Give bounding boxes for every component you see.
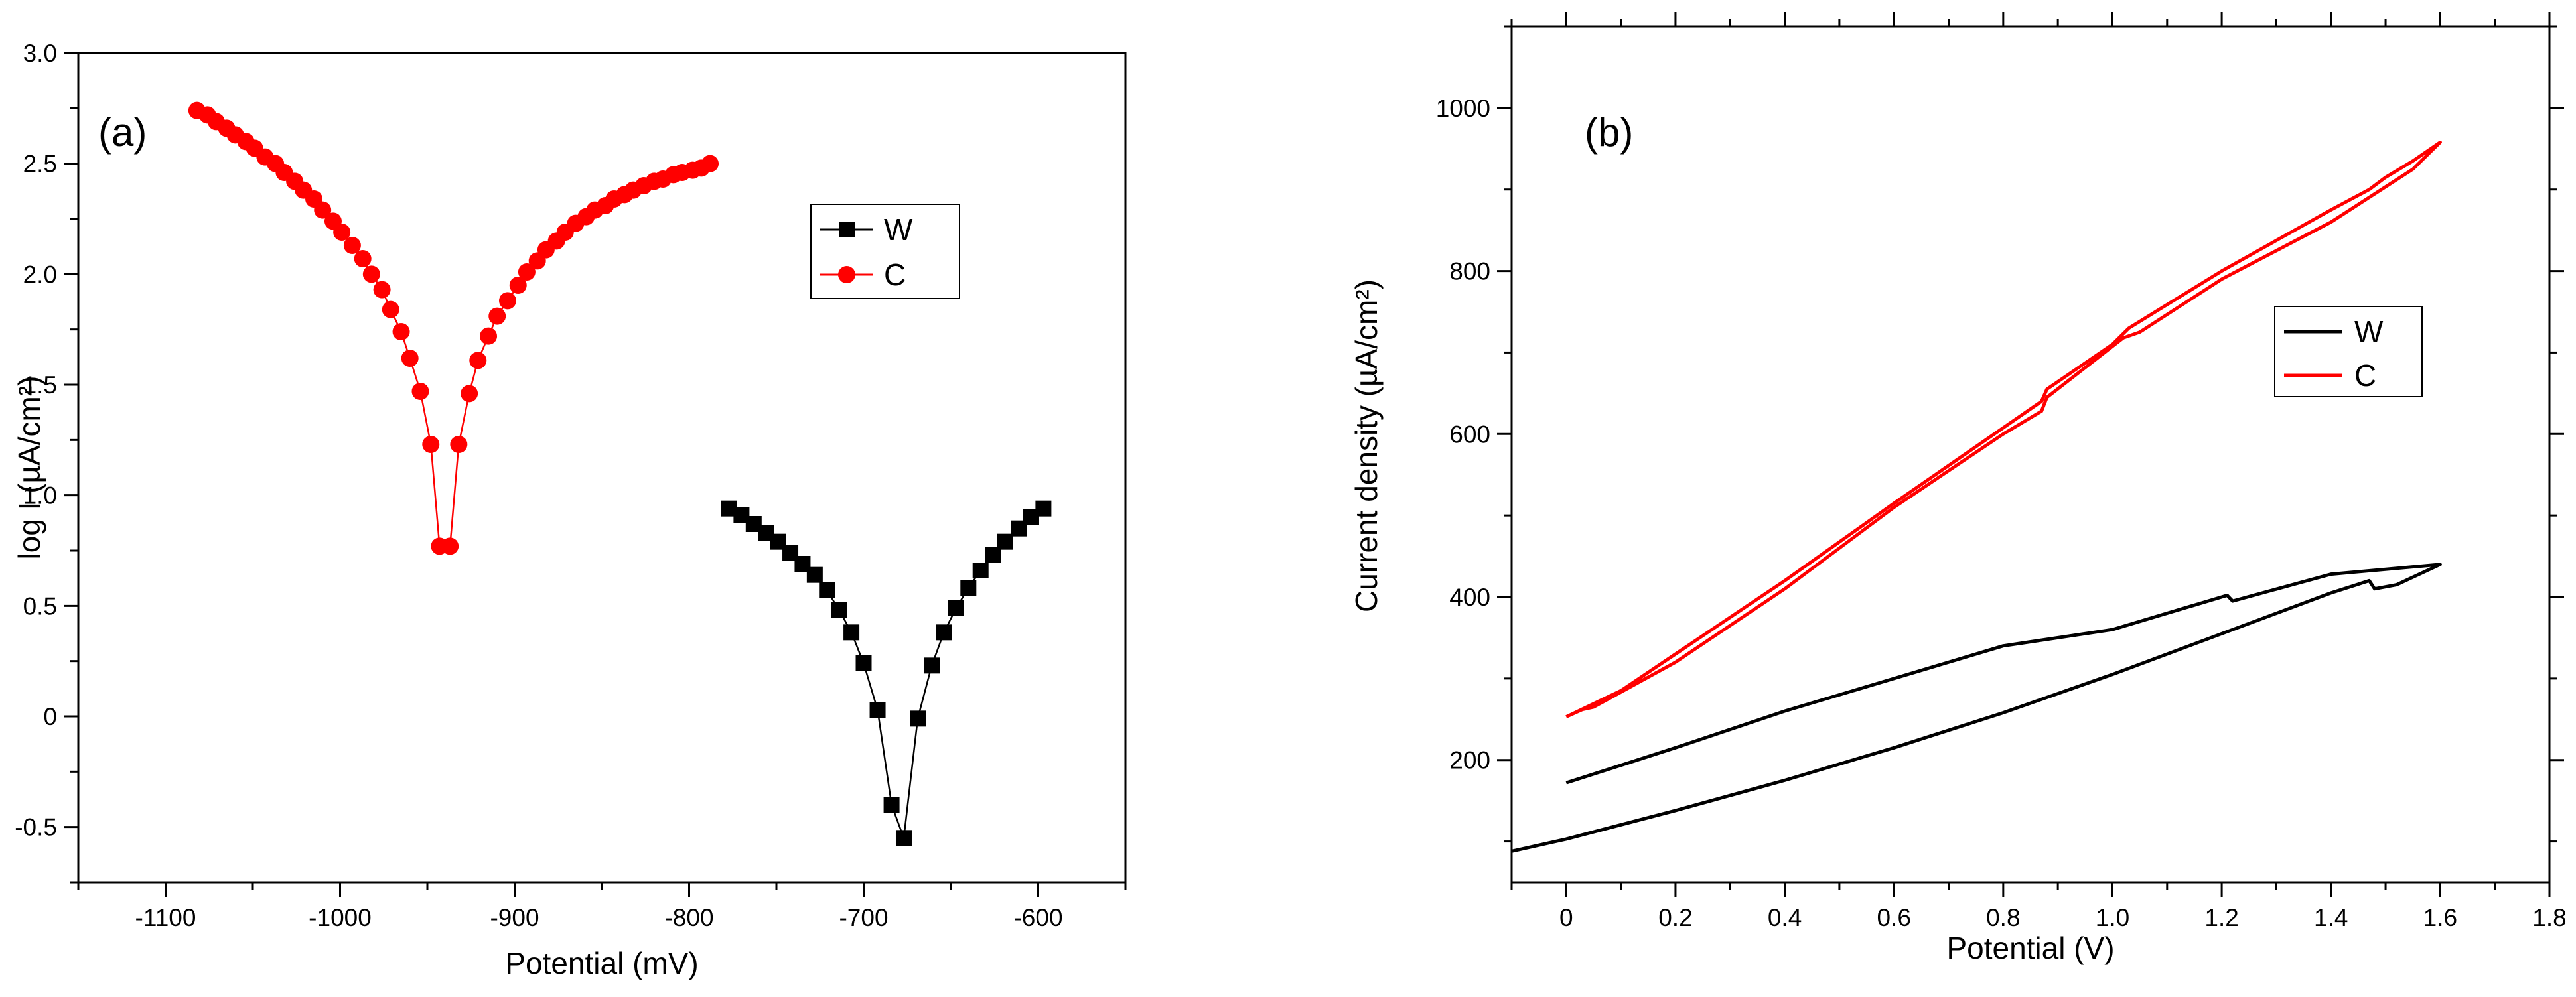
panel-a-x-tick-label: -700 (839, 904, 888, 931)
panel-a-point-w (831, 602, 847, 618)
panel-a-point-c (382, 300, 399, 318)
panel-a-point-w (855, 655, 872, 671)
panel-b-x-tick-label: 1.6 (2423, 904, 2457, 931)
panel-a-point-w (997, 533, 1013, 550)
panel-a-point-c (354, 250, 372, 267)
panel-a-point-w (895, 830, 912, 846)
panel-a-legend-marker-w (839, 222, 855, 237)
panel-b-x-tick-label: 0.8 (1986, 904, 2020, 931)
panel-b-x-tick-label: 1.2 (2204, 904, 2238, 931)
panel-a-x-tick-label: -1000 (309, 904, 372, 931)
panel-a-point-c (422, 436, 440, 453)
panel-b-series-w-line (1511, 563, 2442, 853)
panel-a-x-axis-title: Potential (mV) (505, 946, 698, 980)
panel-b-x-tick-label: 1.8 (2532, 904, 2566, 931)
panel-a-point-c (450, 436, 468, 453)
panel-a-point-c (333, 224, 351, 241)
panel-a-point-c (488, 307, 506, 325)
panel-a-y-axis-title: log I (µA/cm²) (12, 376, 46, 560)
panel-a-point-c (518, 263, 536, 281)
panel-a-point-w (883, 797, 900, 813)
panel-a-series-c-line (196, 109, 711, 547)
panel-b-plot-frame (1510, 25, 2551, 884)
panel-a-point-w (843, 624, 860, 641)
panel-a-y-tick-label: -0.5 (15, 814, 57, 841)
panel-a-y-tick-label: 1.0 (23, 482, 57, 509)
panel-a-y-tick-label: 3.0 (23, 40, 57, 67)
panel-a-legend-label-c: C (884, 257, 906, 292)
panel-a-legend-marker-c (838, 266, 855, 283)
panel-a-point-c (362, 265, 380, 283)
panel-a-legend-label-w: W (884, 212, 913, 247)
panel-b-ticks: 0 0.2 0.4 0.6 0.8 1.0 1.2 1.4 1.6 1.8 200 400 600 800… (1436, 12, 2567, 931)
panel-a-point-c (401, 350, 419, 367)
panel-a-x-tick-label: -800 (664, 904, 713, 931)
panel-a-point-c (392, 323, 410, 340)
panel-a-x-tick-label: -900 (490, 904, 539, 931)
panel-a-legend-box (810, 204, 960, 299)
panel-b-x-tick-label: 0 (1559, 904, 1573, 931)
panel-b-x-tick-label: 1.0 (2096, 904, 2129, 931)
panel-a-point-c (498, 292, 516, 310)
panel-a-legend: W C (810, 204, 960, 299)
panel-a-y-tick-label: 0 (43, 703, 57, 730)
panel-b-series-c-line (1565, 141, 2442, 718)
panel-a-point-c (411, 383, 429, 400)
panel-b-x-tick-label: 0.6 (1877, 904, 1910, 931)
panel-a-point-w (972, 563, 989, 578)
panel-a-plot-frame (77, 52, 1127, 884)
panel-a-point-c (373, 281, 391, 299)
panel-a-point-c (469, 352, 487, 369)
panel-a-point-w (1035, 500, 1052, 517)
panel-b-y-axis-title: Current density (µA/cm²) (1349, 279, 1384, 612)
panel-b-y-tick-label: 1000 (1436, 95, 1490, 122)
panel-a-y-tick-label: 1.5 (23, 371, 57, 399)
panel-b-legend-box (2274, 306, 2423, 397)
panel-a-y-tick-label: 2.5 (23, 151, 57, 178)
panel-a-point-w (910, 710, 926, 727)
panel-a-point-w (806, 566, 823, 583)
panel-a-x-tick-label: -1100 (135, 904, 196, 931)
panel-a-point-w (819, 582, 835, 598)
panel-b-legend-label-w: W (2354, 314, 2384, 349)
panel-b-x-tick-label: 0.2 (1658, 904, 1692, 931)
panel-a-y-tick-label: 0.5 (23, 592, 57, 620)
panel-a-point-c (343, 237, 361, 254)
panel-a-label: (a) (98, 110, 147, 155)
panel-b-x-axis-title: Potential (V) (1946, 931, 2114, 965)
panel-b-label: (b) (1585, 110, 1633, 155)
panel-a-y-tick-label: 2.0 (23, 261, 57, 288)
panel-a-point-c (509, 277, 527, 294)
panel-a-point-c (461, 385, 478, 403)
panel-b-legend-label-c: C (2354, 358, 2376, 393)
panel-b-x-tick-label: 0.4 (1768, 904, 1802, 931)
panel-b-y-tick-label: 400 (1449, 584, 1490, 611)
panel-a-point-w (948, 600, 964, 616)
panel-a-point-w (869, 702, 886, 718)
panel-a-series (188, 101, 1052, 846)
panel-a-point-c (441, 537, 459, 555)
panel-a-ticks: -1100 -1000 -900 -800 -700 -600 -0.5 0 0.5 1.0 1.5… (15, 40, 1127, 931)
panel-a-point-w (960, 580, 977, 596)
panel-a-point-c (701, 155, 719, 172)
panel-b-legend: W C (2274, 306, 2423, 397)
panel-b-y-tick-label: 800 (1449, 258, 1490, 285)
panel-b-x-tick-label: 1.4 (2314, 904, 2348, 931)
panel-b-chart: 0 0.2 0.4 0.6 0.8 1.0 1.2 1.4 1.6 1.8 200 400 600 800… (1349, 12, 2567, 965)
panel-a-point-c (480, 327, 498, 345)
panel-a-point-w (936, 624, 952, 641)
panel-b-series (1511, 141, 2442, 853)
panel-a-point-c (314, 201, 332, 219)
panel-b-y-tick-label: 600 (1449, 421, 1490, 448)
panel-a-point-w (924, 657, 940, 674)
panel-a-x-tick-label: -600 (1013, 904, 1062, 931)
panel-a-chart: -1100 -1000 -900 -800 -700 -600 -0.5 0 0.5 1.0 1.5… (12, 40, 1127, 980)
panel-b-y-tick-label: 200 (1449, 747, 1490, 774)
